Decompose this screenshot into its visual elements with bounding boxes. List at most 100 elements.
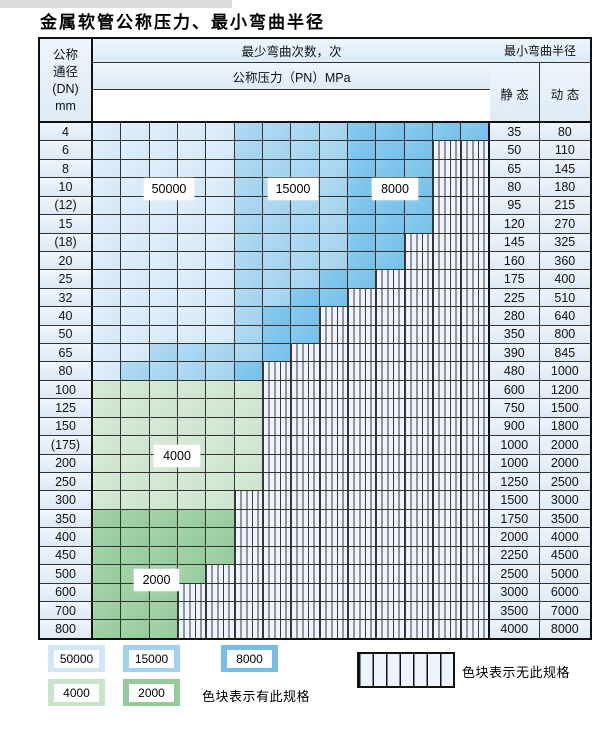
cell-cycles-2000 — [178, 546, 207, 565]
cell-cycles-15000 — [234, 215, 264, 233]
cell-cycles-15000 — [234, 344, 264, 362]
dynamic-radius-value: 80 — [539, 123, 590, 141]
cell-cycles-15000 — [149, 344, 179, 362]
cell-no-spec — [319, 473, 349, 491]
dn-value: 65 — [40, 344, 93, 362]
cell-no-spec — [178, 583, 207, 601]
cell-cycles-15000 — [206, 344, 235, 362]
cell-cycles-15000 — [319, 251, 349, 270]
cell-cycles-8000 — [376, 159, 405, 178]
cell-cycles-15000 — [234, 196, 264, 215]
cell-cycles-15000 — [263, 159, 292, 178]
cell-cycles-8000 — [319, 288, 349, 307]
cell-cycles-4000 — [178, 380, 207, 399]
cell-no-spec — [376, 473, 405, 491]
cell-no-spec — [404, 436, 434, 454]
static-radius-value: 480 — [489, 362, 540, 380]
dn-value: 150 — [40, 417, 93, 436]
cell-cycles-8000 — [433, 123, 462, 141]
cell-cycles-4000 — [121, 454, 150, 473]
cell-cycles-2000 — [149, 509, 179, 528]
cell-no-spec — [404, 454, 434, 473]
cell-cycles-8000 — [376, 123, 405, 141]
cell-no-spec — [433, 546, 462, 565]
cell-cycles-50000 — [149, 141, 179, 159]
cell-no-spec — [234, 509, 264, 528]
table-row-dn-300: 300 1500 3000 — [40, 491, 590, 510]
cell-cycles-8000 — [461, 123, 490, 141]
cell-no-spec — [404, 601, 434, 620]
cell-cycles-4000 — [121, 473, 150, 491]
static-radius-value: 1000 — [489, 436, 540, 454]
cell-no-spec — [263, 620, 292, 638]
cell-no-spec — [433, 196, 462, 215]
cell-cycles-50000 — [178, 123, 207, 141]
cell-cycles-15000 — [263, 270, 292, 288]
cell-cycles-50000 — [121, 196, 150, 215]
cell-cycles-4000 — [149, 473, 179, 491]
static-radius-value: 2250 — [489, 546, 540, 565]
cell-cycles-8000 — [348, 233, 377, 251]
cell-no-spec — [461, 528, 490, 546]
cell-no-spec — [433, 601, 462, 620]
legend-value-4000: 4000 — [54, 683, 99, 702]
cell-cycles-8000 — [404, 159, 434, 178]
cell-no-spec — [461, 270, 490, 288]
table-row-dn-20: 20 160 360 — [40, 251, 590, 271]
cell-no-spec — [291, 454, 320, 473]
cell-no-spec — [461, 454, 490, 473]
cell-no-spec — [319, 436, 349, 454]
cell-no-spec — [404, 491, 434, 509]
cell-no-spec — [291, 620, 320, 638]
table-row-dn-8: 8 65 145 — [40, 159, 590, 179]
cell-no-spec — [263, 509, 292, 528]
cell-no-spec — [376, 344, 405, 362]
static-radius-value: 80 — [489, 178, 540, 196]
cell-no-spec — [376, 601, 405, 620]
cell-cycles-50000 — [93, 251, 122, 270]
cell-cycles-50000 — [121, 233, 150, 251]
cell-cycles-50000 — [93, 123, 122, 141]
cell-cycles-50000 — [178, 307, 207, 325]
cell-no-spec — [461, 233, 490, 251]
cell-no-spec — [348, 565, 377, 583]
cell-no-spec — [461, 196, 490, 215]
dn-value: (18) — [40, 233, 93, 251]
dynamic-radius-value: 180 — [539, 178, 590, 196]
cell-cycles-2000 — [93, 509, 122, 528]
region-label-2000: 2000 — [134, 569, 179, 591]
region-label-8000: 8000 — [372, 178, 418, 200]
cell-no-spec — [291, 601, 320, 620]
cell-cycles-2000 — [206, 509, 235, 528]
cell-no-spec — [461, 288, 490, 307]
dynamic-radius-value: 110 — [539, 141, 590, 159]
dn-value: 4 — [40, 123, 93, 141]
cell-no-spec — [319, 546, 349, 565]
cell-cycles-2000 — [178, 509, 207, 528]
table-row-dn-6: 6 50 110 — [40, 141, 590, 160]
static-radius-value: 1250 — [489, 473, 540, 491]
table-row-dn-(12): (12) 95 215 — [40, 196, 590, 216]
static-radius-value: 65 — [489, 159, 540, 178]
cell-cycles-50000 — [149, 325, 179, 344]
static-radius-value: 3500 — [489, 601, 540, 620]
cell-cycles-50000 — [121, 307, 150, 325]
cell-cycles-50000 — [121, 325, 150, 344]
cell-cycles-15000 — [234, 141, 264, 159]
cell-cycles-4000 — [206, 436, 235, 454]
static-radius-value: 50 — [489, 141, 540, 159]
cell-cycles-50000 — [178, 215, 207, 233]
cell-cycles-50000 — [178, 159, 207, 178]
cell-no-spec — [348, 509, 377, 528]
cell-cycles-50000 — [206, 215, 235, 233]
cell-cycles-15000 — [291, 141, 320, 159]
header-dynamic: 动 态 — [540, 63, 590, 123]
dynamic-radius-value: 1800 — [539, 417, 590, 436]
cell-no-spec — [461, 159, 490, 178]
cell-no-spec — [319, 417, 349, 436]
table-body: 4 35 80 6 50 110 8 65 145 10 80 180 (12) 95 215 15 120 27… — [40, 123, 590, 638]
cell-cycles-8000 — [348, 196, 377, 215]
cell-no-spec — [433, 325, 462, 344]
dynamic-radius-value: 510 — [539, 288, 590, 307]
cell-cycles-8000 — [348, 141, 377, 159]
